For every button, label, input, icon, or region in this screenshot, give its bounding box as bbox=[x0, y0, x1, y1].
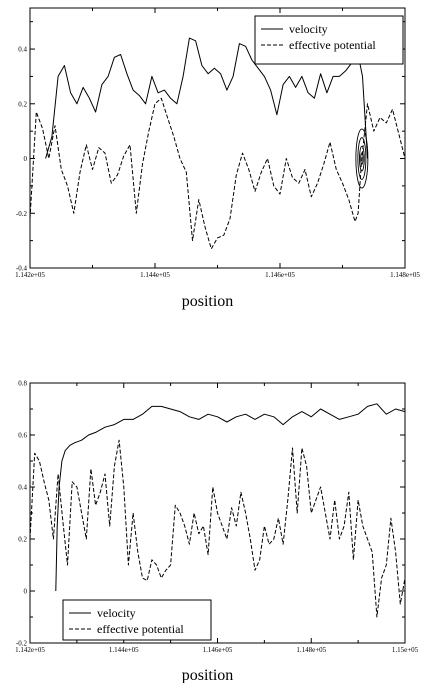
velocity-oscillation-loop bbox=[360, 152, 364, 165]
x-tick-label: 1.144e+05 bbox=[140, 271, 170, 279]
y-tick-label: 0.8 bbox=[18, 380, 27, 388]
x-tick-label: 1.15e+05 bbox=[392, 646, 419, 654]
legend-label: velocity bbox=[289, 22, 328, 36]
x-tick-label: 1.142e+05 bbox=[15, 646, 45, 654]
legend-label: velocity bbox=[97, 606, 136, 620]
y-tick-label: -0.4 bbox=[16, 265, 28, 273]
legend-label: effective potential bbox=[97, 622, 184, 636]
y-tick-label: 0.4 bbox=[18, 484, 27, 492]
x-tick-label: 1.148e+05 bbox=[296, 646, 326, 654]
y-tick-label: 0.2 bbox=[18, 100, 27, 108]
legend-label: effective potential bbox=[289, 38, 376, 52]
series-line-velocity bbox=[55, 403, 405, 592]
legend-box bbox=[254, 15, 404, 65]
legend-box bbox=[62, 599, 212, 641]
legend: velocity effective potential bbox=[62, 599, 212, 641]
y-tick-label: -0.2 bbox=[16, 640, 28, 648]
x-axis-title: position bbox=[182, 293, 234, 310]
chart-panel-1: 1.142e+05 1.144e+05 1.146e+05 1.148e+05 -0.4… bbox=[15, 7, 420, 310]
series-line-effective-potential bbox=[30, 439, 405, 618]
x-axis-title: position bbox=[182, 667, 234, 683]
velocity-oscillation-loop bbox=[359, 145, 365, 172]
series-line-velocity bbox=[45, 37, 368, 159]
series-line-effective-potential bbox=[30, 97, 405, 250]
y-tick-label: 0.4 bbox=[18, 46, 27, 54]
velocity-oscillation-loop bbox=[355, 128, 369, 189]
velocity-oscillation-loop bbox=[357, 137, 367, 180]
y-tick-label: 0 bbox=[24, 155, 28, 163]
y-tick-label: -0.2 bbox=[16, 210, 28, 218]
y-tick-label: 0.6 bbox=[18, 432, 27, 440]
y-tick-label: 0.2 bbox=[18, 536, 27, 544]
x-tick-label: 1.146e+05 bbox=[203, 646, 233, 654]
legend: velocity effective potential bbox=[254, 15, 404, 65]
x-tick-label: 1.144e+05 bbox=[109, 646, 139, 654]
x-tick-label: 1.142e+05 bbox=[15, 271, 45, 279]
y-tick-label: 0 bbox=[24, 588, 28, 596]
chart-panel-2: 1.142e+05 1.144e+05 1.146e+05 1.148e+05 1.15… bbox=[15, 380, 419, 683]
x-tick-label: 1.148e+05 bbox=[390, 271, 420, 279]
x-tick-label: 1.146e+05 bbox=[265, 271, 295, 279]
